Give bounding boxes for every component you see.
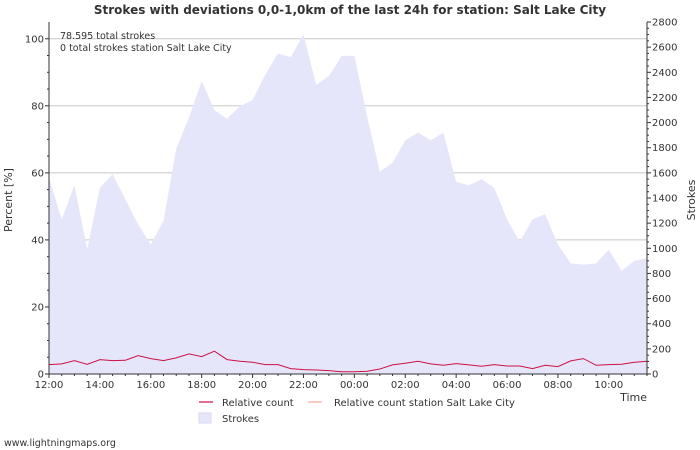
left-tick-label: 0 [38,370,44,381]
x-tick-label: 16:00 [136,380,165,391]
right-tick-label: 200 [652,344,671,355]
right-tick-label: 1600 [652,168,677,179]
x-tick-label: 20:00 [238,380,267,391]
strokes-area-series [49,34,647,374]
right-tick-label: 2800 [652,18,677,29]
station-strokes-annotation: 0 total strokes station Salt Lake City [60,43,232,54]
legend-strokes-label: Strokes [222,414,259,425]
left-axis-ticks: 0 20 40 60 80 100 [25,34,49,381]
left-tick-label: 40 [31,235,44,246]
legend-relative-count-label: Relative count [222,398,294,409]
x-axis-ticks: 12:00 14:00 16:00 18:00 20:00 22:00 00:00 02:00… [35,374,648,391]
right-tick-label: 1800 [652,143,677,154]
right-tick-label: 1000 [652,244,677,255]
x-tick-label: 22:00 [289,380,318,391]
x-tick-label: 14:00 [85,380,114,391]
right-tick-label: 400 [652,319,671,330]
chart-title: Strokes with deviations 0,0-1,0km of the… [94,3,606,17]
x-tick-label: 12:00 [35,380,64,391]
x-tick-label: 02:00 [391,380,420,391]
x-tick-label: 04:00 [442,380,471,391]
right-tick-label: 2200 [652,93,677,104]
left-tick-label: 100 [25,34,44,45]
right-tick-label: 2400 [652,68,677,79]
right-tick-label: 0 [652,370,658,381]
right-tick-label: 2000 [652,118,677,129]
right-tick-label: 1200 [652,219,677,230]
right-axis-ticks: 0 200 400 600 800 1000 1200 1400 1600 1800 2000 220… [647,18,677,381]
left-axis-label: Percent [%] [2,168,15,232]
right-tick-label: 1400 [652,194,677,205]
legend: Relative count Relative count station Sa… [198,398,515,425]
right-axis-label: Strokes [685,179,698,220]
left-tick-label: 80 [31,101,44,112]
relative-count-line [48,350,648,373]
credit-text: www.lightningmaps.org [4,438,116,449]
left-tick-label: 60 [31,168,44,179]
x-tick-label: 00:00 [340,380,369,391]
x-tick-label: 18:00 [187,380,216,391]
x-axis-label: Time [619,391,647,404]
x-tick-label: 10:00 [594,380,623,391]
total-strokes-annotation: 78.595 total strokes [60,31,155,42]
x-tick-label: 08:00 [544,380,573,391]
right-tick-label: 800 [652,269,671,280]
legend-relative-count-station-label: Relative count station Salt Lake City [334,398,515,409]
legend-strokes-swatch [198,412,212,424]
right-tick-label: 600 [652,294,671,305]
left-tick-label: 20 [31,302,44,313]
x-tick-label: 06:00 [493,380,522,391]
right-tick-label: 2600 [652,43,677,54]
